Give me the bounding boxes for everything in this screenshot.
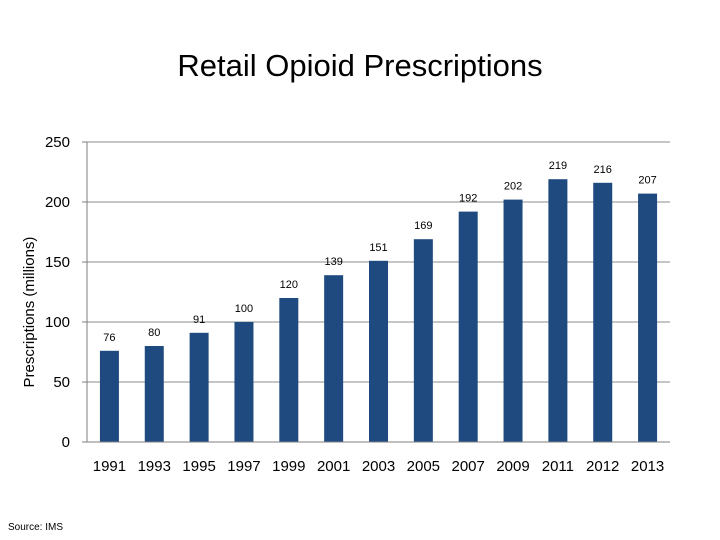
x-tick-label-2005: 2005 [407, 458, 440, 475]
y-axis-tick-labels: 0 50 100 150 200 250 [45, 134, 70, 451]
x-tick-label-1999: 1999 [272, 458, 305, 475]
x-tick-label-2009: 2009 [496, 458, 529, 475]
y-tick-label: 250 [45, 134, 70, 151]
y-axis-label: Prescriptions (millions) [21, 237, 38, 388]
data-label-1999: 120 [280, 279, 298, 291]
data-label-1991: 76 [103, 332, 115, 344]
y-tick-label: 150 [45, 254, 70, 271]
data-label-2013: 207 [638, 175, 656, 187]
x-tick-label-1993: 1993 [138, 458, 171, 475]
data-label-2011: 219 [549, 160, 567, 172]
chart-title: Retail Opioid Prescriptions [177, 48, 543, 83]
bar-chart: 76 80 91 100 120 139 151 169 192 202 219 216 207 0 50… [21, 134, 670, 475]
data-label-2005: 169 [414, 220, 432, 232]
x-axis-tick-labels: 1991 1993 1995 1997 1999 2001 2003 2005 2007 2009… [93, 458, 665, 475]
x-tick-label-1995: 1995 [182, 458, 215, 475]
data-label-2012: 216 [594, 164, 612, 176]
bar-1999 [279, 298, 299, 442]
bar-2011 [548, 179, 568, 442]
y-tick-label: 50 [53, 374, 70, 391]
y-tick-label: 0 [62, 434, 70, 451]
x-tick-label-2003: 2003 [362, 458, 395, 475]
bar-1997 [234, 322, 254, 442]
bar-2003 [369, 260, 388, 442]
y-tick-label: 200 [45, 194, 70, 211]
bar-2007 [458, 211, 478, 442]
bars [99, 179, 658, 443]
x-tick-label-2013: 2013 [631, 458, 664, 475]
x-tick-label-2007: 2007 [452, 458, 485, 475]
data-label-2003: 151 [369, 242, 387, 254]
x-tick-label-1991: 1991 [93, 458, 126, 475]
data-labels: 76 80 91 100 120 139 151 169 192 202 219 216 207 [103, 160, 656, 344]
data-label-2009: 202 [504, 181, 522, 193]
bar-2001 [324, 275, 344, 442]
y-tick-label: 100 [45, 314, 70, 331]
data-label-2007: 192 [459, 193, 477, 205]
data-label-1995: 91 [193, 314, 205, 326]
bar-1993 [144, 346, 164, 442]
x-tick-label-1997: 1997 [227, 458, 260, 475]
bar-1995 [189, 332, 209, 442]
bar-2005 [413, 239, 433, 442]
bar-2009 [503, 199, 523, 442]
x-tick-label-2012: 2012 [586, 458, 619, 475]
bar-2012 [593, 182, 613, 443]
data-label-1993: 80 [148, 327, 160, 339]
bar-2013 [638, 193, 658, 442]
x-tick-label-2001: 2001 [317, 458, 350, 475]
bar-1991 [99, 350, 119, 442]
data-label-1997: 100 [235, 303, 253, 315]
x-tick-label-2011: 2011 [542, 458, 574, 475]
data-label-2001: 139 [324, 256, 342, 268]
source-note: Source: IMS [8, 522, 64, 533]
